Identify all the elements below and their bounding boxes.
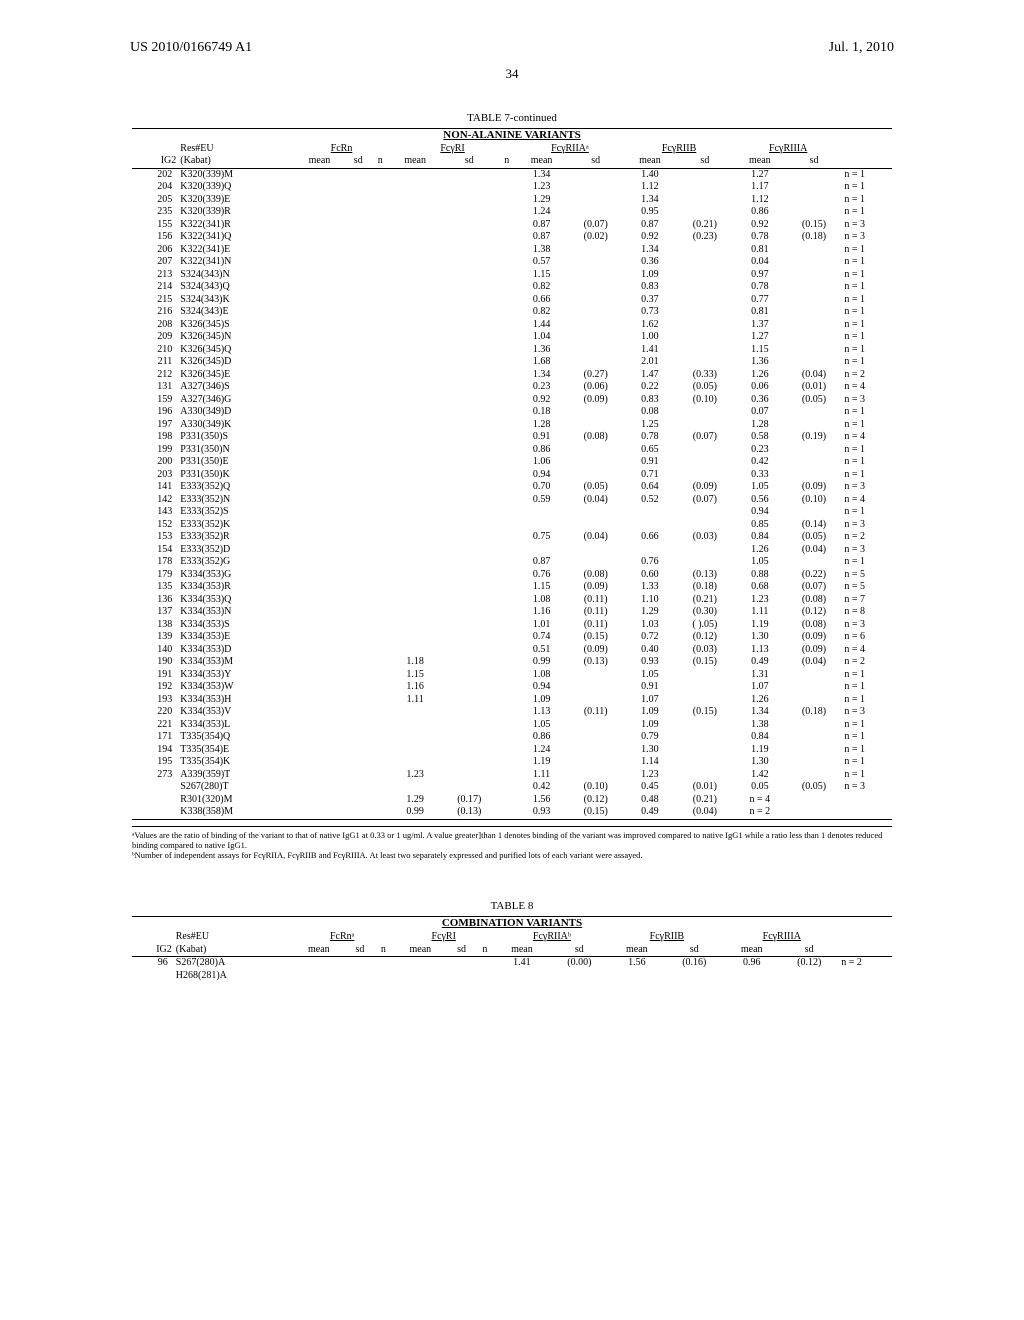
table-row: 131A327(346)S0.23(0.06)0.22(0.05)0.06(0.… (132, 381, 892, 394)
table-row: 273A339(359)T1.231.111.231.42n = 1 (132, 769, 892, 782)
table-8: TABLE 8 COMBINATION VARIANTS Res#EU FcRn… (132, 900, 892, 982)
table-row: 142E333(352)N0.59(0.04)0.52(0.07)0.56(0.… (132, 494, 892, 507)
table-row: 214S324(343)Q0.820.830.78n = 1 (132, 281, 892, 294)
table-row: 206K322(341)E1.381.340.81n = 1 (132, 244, 892, 257)
table-row: 205K320(339)E1.291.341.12n = 1 (132, 194, 892, 207)
table-row: 221K334(353)L1.051.091.38n = 1 (132, 719, 892, 732)
table-row: 96S267(280)A1.41(0.00)1.56(0.16)0.96(0.1… (132, 957, 892, 970)
table-row: 195T335(354)K1.191.141.30n = 1 (132, 756, 892, 769)
table-row: 203P331(350)K0.940.710.33n = 1 (132, 469, 892, 482)
page-number: 34 (50, 66, 974, 82)
table-row: 198P331(350)S0.91(0.08)0.78(0.07)0.58(0.… (132, 431, 892, 444)
table-row: 220K334(353)V1.13(0.11)1.09(0.15)1.34(0.… (132, 706, 892, 719)
table-7: TABLE 7-continued NON-ALANINE VARIANTS R… (132, 112, 892, 860)
table-row: 213S324(343)N1.151.090.97n = 1 (132, 269, 892, 282)
table-row: R301(320)M1.29(0.17)1.56(0.12)0.48(0.21)… (132, 794, 892, 807)
table-7-grid: NON-ALANINE VARIANTS Res#EU FcRn FcγRI F… (132, 128, 892, 820)
table-row: 156K322(341)Q0.87(0.02)0.92(0.23)0.78(0.… (132, 231, 892, 244)
footnote-a: ᵃValues are the ratio of binding of the … (132, 830, 892, 850)
table-row: K338(358)M0.99(0.13)0.93(0.15)0.49(0.04)… (132, 806, 892, 819)
table-row: 215S324(343)K0.660.370.77n = 1 (132, 294, 892, 307)
table-row: 196A330(349)D0.180.080.07n = 1 (132, 406, 892, 419)
table-row: 143E333(352)S0.94n = 1 (132, 506, 892, 519)
table-row: 141E333(352)Q0.70(0.05)0.64(0.09)1.05(0.… (132, 481, 892, 494)
table-8-grid: COMBINATION VARIANTS Res#EU FcRnᵃ FcγRI … (132, 916, 892, 982)
table-row: 140K334(353)D0.51(0.09)0.40(0.03)1.13(0.… (132, 644, 892, 657)
table-row: 171T335(354)Q0.860.790.84n = 1 (132, 731, 892, 744)
table-row: 210K326(345)Q1.361.411.15n = 1 (132, 344, 892, 357)
table-row: 154E333(352)D1.26(0.04)n = 3 (132, 544, 892, 557)
table-row: 139K334(353)E0.74(0.15)0.72(0.12)1.30(0.… (132, 631, 892, 644)
doc-id: US 2010/0166749 A1 (130, 40, 252, 56)
table-row: 209K326(345)N1.041.001.27n = 1 (132, 331, 892, 344)
table-row: 200P331(350)E1.060.910.42n = 1 (132, 456, 892, 469)
footnote-b: ᵇNumber of independent assays for FcγRII… (132, 850, 892, 860)
table-row: 193K334(353)H1.111.091.071.26n = 1 (132, 694, 892, 707)
table-row: 137K334(353)N1.16(0.11)1.29(0.30)1.11(0.… (132, 606, 892, 619)
table-7-footnotes: ᵃValues are the ratio of binding of the … (132, 826, 892, 861)
table-row: H268(281)A (132, 970, 892, 983)
table-row: 204K320(339)Q1.231.121.17n = 1 (132, 181, 892, 194)
table-row: 179K334(353)G0.76(0.08)0.60(0.13)0.88(0.… (132, 569, 892, 582)
table-row: 197A330(349)K1.281.251.28n = 1 (132, 419, 892, 432)
table-row: 190K334(353)M1.180.99(0.13)0.93(0.15)0.4… (132, 656, 892, 669)
table-8-sub-header-row: IG2 (Kabat) mean sd n mean sd n mean sd … (132, 944, 892, 957)
table-8-title: TABLE 8 (132, 900, 892, 912)
table-row: 194T335(354)E1.241.301.19n = 1 (132, 744, 892, 757)
table-row: S267(280)T0.42(0.10)0.45(0.01)0.05(0.05)… (132, 781, 892, 794)
table-8-group-header-row: Res#EU FcRnᵃ FcγRI FcγRIIAᵇ FcγRIIB FcγR… (132, 931, 892, 944)
table-row: 159A327(346)G0.92(0.09)0.83(0.10)0.36(0.… (132, 394, 892, 407)
table-row: 155K322(341)R0.87(0.07)0.87(0.21)0.92(0.… (132, 219, 892, 232)
table-7-subtitle: NON-ALANINE VARIANTS (132, 129, 892, 143)
table-8-subtitle: COMBINATION VARIANTS (132, 917, 892, 931)
table-row: 235K320(339)R1.240.950.86n = 1 (132, 206, 892, 219)
table-row: 199P331(350)N0.860.650.23n = 1 (132, 444, 892, 457)
table-row: 191K334(353)Y1.151.081.051.31n = 1 (132, 669, 892, 682)
table-row: 212K326(345)E1.34(0.27)1.47(0.33)1.26(0.… (132, 369, 892, 382)
doc-date: Jul. 1, 2010 (829, 40, 894, 56)
table-row: 152E333(352)K0.85(0.14)n = 3 (132, 519, 892, 532)
page-header: US 2010/0166749 A1 Jul. 1, 2010 (50, 40, 974, 56)
table-row: 153E333(352)R0.75(0.04)0.66(0.03)0.84(0.… (132, 531, 892, 544)
table-row: 178E333(352)G0.870.761.05n = 1 (132, 556, 892, 569)
table-row: 211K326(345)D1.682.011.36n = 1 (132, 356, 892, 369)
table-row: 135K334(353)R1.15(0.09)1.33(0.18)0.68(0.… (132, 581, 892, 594)
table-row: 208K326(345)S1.441.621.37n = 1 (132, 319, 892, 332)
table-row: 138K334(353)S1.01(0.11)1.03( ).05)1.19(0… (132, 619, 892, 632)
table-7-title: TABLE 7-continued (132, 112, 892, 124)
table-row: 192K334(353)W1.160.940.911.07n = 1 (132, 681, 892, 694)
table-row: 136K334(353)Q1.08(0.11)1.10(0.21)1.23(0.… (132, 594, 892, 607)
table-row: 216S324(343)E0.820.730.81n = 1 (132, 306, 892, 319)
table-7-sub-header-row: IG2 (Kabat) mean sd n mean sd n mean sd … (132, 155, 892, 168)
table-row: 202K320(339)M1.341.401.27n = 1 (132, 168, 892, 181)
table-7-group-header-row: Res#EU FcRn FcγRI FcγRIIAᵃ FcγRIIB FcγRI… (132, 143, 892, 156)
table-row: 207K322(341)N0.570.360.04n = 1 (132, 256, 892, 269)
